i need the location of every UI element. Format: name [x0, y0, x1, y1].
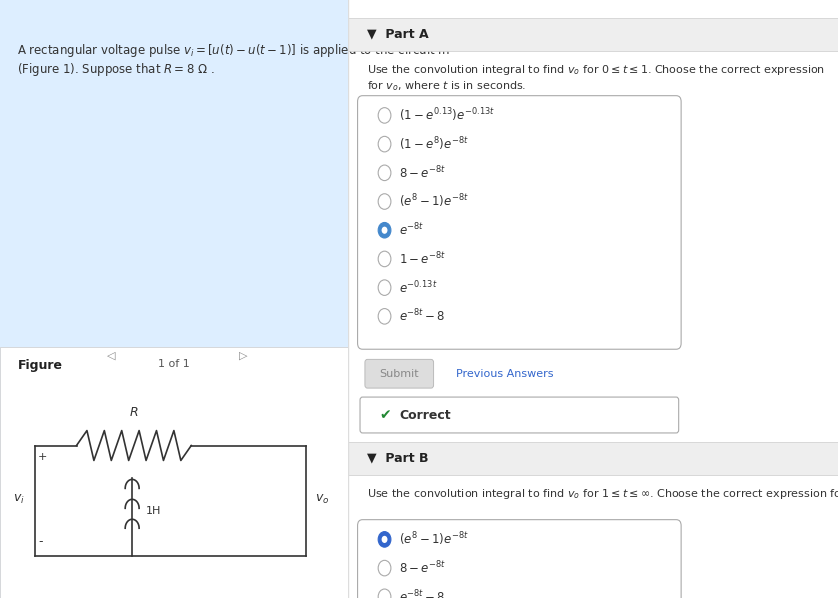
Circle shape [378, 532, 391, 547]
FancyBboxPatch shape [358, 96, 681, 349]
Circle shape [378, 222, 391, 238]
Text: $8 - e^{-8t}$: $8 - e^{-8t}$ [399, 560, 447, 576]
Text: -: - [39, 535, 43, 548]
Text: Previous Answers: Previous Answers [456, 369, 553, 379]
FancyBboxPatch shape [0, 0, 348, 598]
Text: $(1 - e^{0.13})e^{-0.13t}$: $(1 - e^{0.13})e^{-0.13t}$ [399, 106, 495, 124]
Text: $v_o$: $v_o$ [314, 493, 328, 506]
Text: $(e^{8} - 1)e^{-8t}$: $(e^{8} - 1)e^{-8t}$ [399, 530, 469, 548]
Text: A rectangular voltage pulse $v_i = [u(t) - u(t-1)]$ is applied to the circuit in: A rectangular voltage pulse $v_i = [u(t)… [18, 42, 450, 78]
Text: Correct: Correct [399, 408, 451, 422]
Text: ▼  Part A: ▼ Part A [367, 28, 429, 41]
Text: ◁: ◁ [107, 351, 116, 361]
Text: $(1 - e^{8})e^{-8t}$: $(1 - e^{8})e^{-8t}$ [399, 135, 469, 153]
Text: $1 - e^{-8t}$: $1 - e^{-8t}$ [399, 251, 447, 267]
Text: ▷: ▷ [239, 351, 248, 361]
Circle shape [381, 536, 387, 543]
Circle shape [378, 560, 391, 576]
Circle shape [381, 227, 387, 234]
Circle shape [378, 136, 391, 152]
FancyBboxPatch shape [358, 520, 681, 598]
Text: $e^{-8t} - 8$: $e^{-8t} - 8$ [399, 308, 446, 325]
Text: ✔: ✔ [380, 408, 391, 422]
Text: Figure: Figure [18, 359, 62, 372]
Circle shape [378, 165, 391, 181]
Text: Use the convolution integral to find $v_o$ for $0 \leq t \leq 1$. Choose the cor: Use the convolution integral to find $v_… [367, 63, 825, 93]
Text: ▼  Part B: ▼ Part B [367, 452, 429, 465]
Text: Submit: Submit [380, 369, 419, 379]
Circle shape [378, 108, 391, 123]
Circle shape [378, 589, 391, 598]
Text: $(e^{8} - 1)e^{-8t}$: $(e^{8} - 1)e^{-8t}$ [399, 193, 469, 210]
FancyBboxPatch shape [348, 442, 838, 475]
Text: $e^{-8t}$: $e^{-8t}$ [399, 222, 425, 239]
FancyBboxPatch shape [365, 359, 433, 388]
Circle shape [378, 251, 391, 267]
Text: +: + [39, 453, 48, 462]
Text: $v_i$: $v_i$ [13, 493, 25, 506]
Text: R: R [130, 405, 138, 419]
FancyBboxPatch shape [360, 397, 679, 433]
FancyBboxPatch shape [0, 347, 348, 598]
Text: 1H: 1H [146, 507, 162, 516]
Circle shape [378, 194, 391, 209]
Text: $8 - e^{-8t}$: $8 - e^{-8t}$ [399, 164, 447, 181]
Text: $e^{-8t} - 8$: $e^{-8t} - 8$ [399, 588, 446, 598]
FancyBboxPatch shape [348, 18, 838, 51]
Text: 1 of 1: 1 of 1 [158, 359, 189, 369]
Circle shape [378, 280, 391, 295]
Circle shape [378, 309, 391, 324]
Text: Use the convolution integral to find $v_o$ for $1 \leq t \leq \infty$. Choose th: Use the convolution integral to find $v_… [367, 487, 838, 501]
Text: $e^{-0.13t}$: $e^{-0.13t}$ [399, 279, 437, 296]
